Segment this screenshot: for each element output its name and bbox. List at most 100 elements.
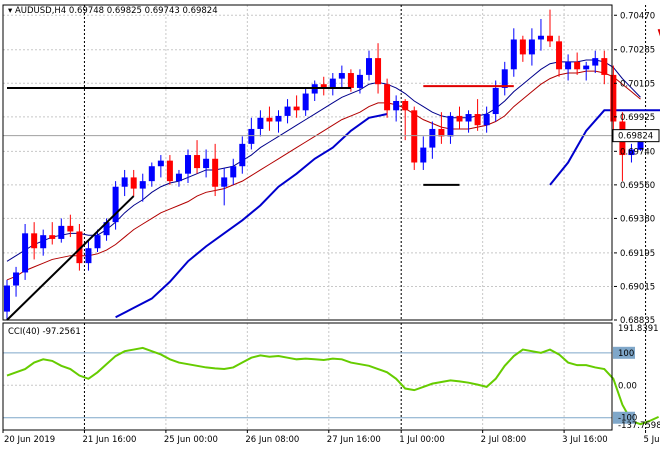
moving-average-line (6, 59, 641, 262)
cci-tick-label: 191.8391 (618, 324, 659, 334)
candle-body (4, 285, 10, 312)
candle-body (302, 93, 309, 111)
time-tick-label: 25 Jun 00:00 (164, 435, 218, 445)
candle-body (483, 114, 490, 126)
candle-body (121, 177, 128, 187)
cci-tick-label: -100 (618, 414, 637, 424)
time-tick-label: 1 Jul 00:00 (399, 435, 445, 445)
price-tick-label: 0.69560 (620, 181, 655, 191)
price-tick-label: 0.69015 (620, 282, 655, 292)
candle-body (112, 186, 119, 223)
price-tick-label: 0.69380 (620, 214, 655, 224)
price-tick-label: 0.69925 (620, 113, 655, 123)
candle-body (230, 166, 237, 178)
grid-layer (2, 5, 647, 430)
cci-tick-label: -137.7598 (618, 421, 660, 431)
price-tick-label: 0.70470 (620, 11, 655, 21)
price-panel: ▾ AUDUSD,H4 0.69748 0.69825 0.69743 0.69… (3, 6, 660, 321)
cci-panel: CCI(40) -97.2561 (3, 327, 660, 426)
candle-body (275, 115, 282, 122)
candle-body (474, 114, 481, 126)
candle-body (420, 147, 427, 163)
time-tick-label: 21 Jun 16:00 (82, 435, 136, 445)
cci-level-box (613, 346, 635, 359)
price-tick-label: 0.69195 (620, 249, 655, 259)
moving-average-line (6, 70, 641, 281)
candle-body (148, 166, 155, 182)
time-tick-label: 2 Jul 08:00 (481, 435, 527, 445)
candle-body (239, 143, 246, 167)
candle-body (574, 61, 581, 70)
candle-body (175, 173, 182, 182)
candle-body (194, 155, 201, 169)
time-tick-label: 27 Jun 16:00 (327, 435, 381, 445)
candle-body (76, 231, 83, 264)
candle-body (447, 115, 454, 137)
candle-body (203, 158, 210, 169)
candle-body (465, 114, 472, 122)
cci-tick-label: 0.00 (618, 381, 637, 391)
candle-body (130, 177, 137, 189)
cci-title: CCI(40) -97.2561 (8, 327, 81, 337)
time-tick-label: 26 Jun 08:00 (245, 435, 299, 445)
candle-body (103, 222, 110, 236)
candle-body (248, 128, 255, 144)
candle-body (212, 158, 219, 187)
cci-panel-frame (2, 322, 613, 431)
cci-tick-label: 100 (618, 349, 634, 359)
candle-body (67, 225, 74, 232)
candle-body (547, 35, 553, 42)
candle-body (510, 39, 517, 70)
candle-body (610, 74, 617, 122)
candle-body (347, 73, 354, 88)
current-price-label: 0.69824 (618, 132, 653, 142)
candle-body (583, 65, 590, 70)
cci-line (6, 346, 660, 426)
trendline (6, 195, 135, 321)
price-tick-label: 0.70285 (620, 46, 655, 56)
time-tick-label: 20 Jun 2019 (4, 435, 55, 445)
candle-body (266, 117, 273, 122)
support-line (549, 109, 660, 186)
candle-body (166, 160, 173, 182)
candle-body (293, 106, 300, 111)
candle-body (31, 233, 38, 249)
current-price-marker (612, 129, 660, 143)
candle-body (537, 35, 544, 40)
candle-body (329, 78, 336, 88)
candle-body (411, 110, 418, 163)
candle-body (139, 181, 146, 189)
candle-body (519, 39, 526, 55)
candle-body (592, 58, 599, 66)
candle-body (565, 61, 572, 70)
frame-layer (2, 4, 613, 431)
candle-body (49, 235, 56, 239)
candle-body (356, 74, 363, 88)
candle-body (456, 115, 463, 122)
candle-body (438, 128, 445, 137)
support-line (115, 113, 388, 319)
candle-body (320, 84, 327, 88)
candle-body (221, 177, 228, 187)
candle-body (257, 117, 264, 129)
candle-body (185, 155, 191, 174)
candle-body (375, 58, 382, 85)
candle-body (628, 149, 635, 156)
price-tick-label: 0.70105 (620, 79, 655, 89)
candle-body (501, 69, 508, 88)
candle-body (366, 58, 372, 75)
time-tick-label: 3 Jul 16:00 (562, 435, 608, 445)
candle-body (492, 87, 499, 115)
candle-body (637, 135, 644, 150)
candle-body (429, 128, 436, 148)
candle-body (393, 100, 400, 111)
candle-body (40, 235, 47, 249)
cci-level-box (613, 411, 635, 424)
candle-body (601, 58, 608, 75)
chart-title: ▾ AUDUSD,H4 0.69748 0.69825 0.69743 0.69… (8, 6, 218, 16)
candle-body (528, 39, 535, 55)
candle-body (157, 160, 164, 167)
candle-body (58, 225, 65, 239)
